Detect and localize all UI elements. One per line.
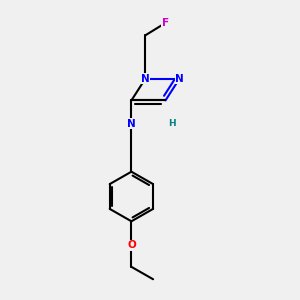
- Text: F: F: [162, 18, 169, 28]
- Text: N: N: [175, 74, 184, 84]
- Text: N: N: [127, 119, 136, 129]
- Text: N: N: [141, 74, 150, 84]
- Text: O: O: [127, 240, 136, 250]
- Text: H: H: [169, 119, 176, 128]
